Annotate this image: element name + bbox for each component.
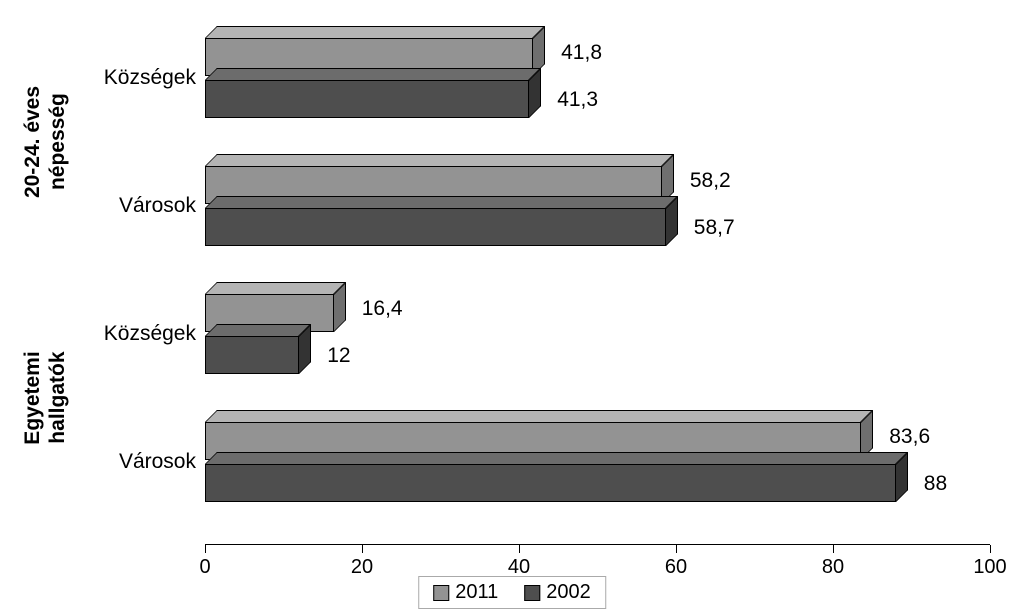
bar-top: [205, 282, 346, 294]
bar-top: [205, 452, 908, 464]
bar-top: [205, 410, 873, 422]
bar-top: [205, 68, 541, 80]
category-label: Városok: [119, 450, 196, 474]
x-tick-label: 80: [822, 556, 844, 579]
value-label: 41,8: [561, 41, 602, 65]
x-tick: [362, 545, 363, 553]
x-tick-label: 60: [665, 556, 687, 579]
bar-top: [205, 324, 311, 336]
legend-item: 2002: [524, 581, 591, 604]
group-label: 20-24. évesnépesség: [20, 86, 70, 198]
x-tick: [519, 545, 520, 553]
x-tick: [676, 545, 677, 553]
bar: [205, 80, 541, 118]
legend: 2011 2002: [418, 576, 606, 609]
x-tick-label: 20: [351, 556, 373, 579]
legend-swatch: [433, 585, 449, 601]
bar-top: [205, 196, 678, 208]
x-tick: [990, 545, 991, 553]
category-label: Községek: [104, 322, 196, 346]
value-label: 58,2: [690, 169, 731, 193]
value-label: 88: [924, 472, 947, 496]
x-tick-label: 100: [973, 556, 1006, 579]
bar-front: [205, 208, 666, 246]
x-tick-label: 0: [199, 556, 210, 579]
bar: [205, 208, 678, 246]
value-label: 12: [327, 344, 350, 368]
bar-top: [205, 154, 674, 166]
value-label: 16,4: [362, 297, 403, 321]
x-tick: [205, 545, 206, 553]
category-label: Városok: [119, 194, 196, 218]
category-label: Községek: [104, 66, 196, 90]
value-label: 41,3: [557, 88, 598, 112]
x-tick: [833, 545, 834, 553]
bar-front: [205, 80, 529, 118]
legend-swatch: [524, 585, 540, 601]
group-label: Egyetemihallgatók: [20, 351, 70, 444]
plot-area: 02040608010041,841,358,258,716,41283,688: [205, 20, 990, 545]
bar-top: [205, 26, 545, 38]
x-axis: [205, 544, 990, 545]
legend-label: 2002: [546, 581, 591, 604]
bar-front: [205, 336, 299, 374]
bar: [205, 336, 311, 374]
value-label: 83,6: [889, 425, 930, 449]
bar-front: [205, 464, 896, 502]
legend-item: 2011: [433, 581, 498, 604]
chart-container: 02040608010041,841,358,258,716,41283,688…: [0, 0, 1024, 613]
bar: [205, 464, 908, 502]
legend-label: 2011: [455, 581, 498, 604]
value-label: 58,7: [694, 216, 735, 240]
